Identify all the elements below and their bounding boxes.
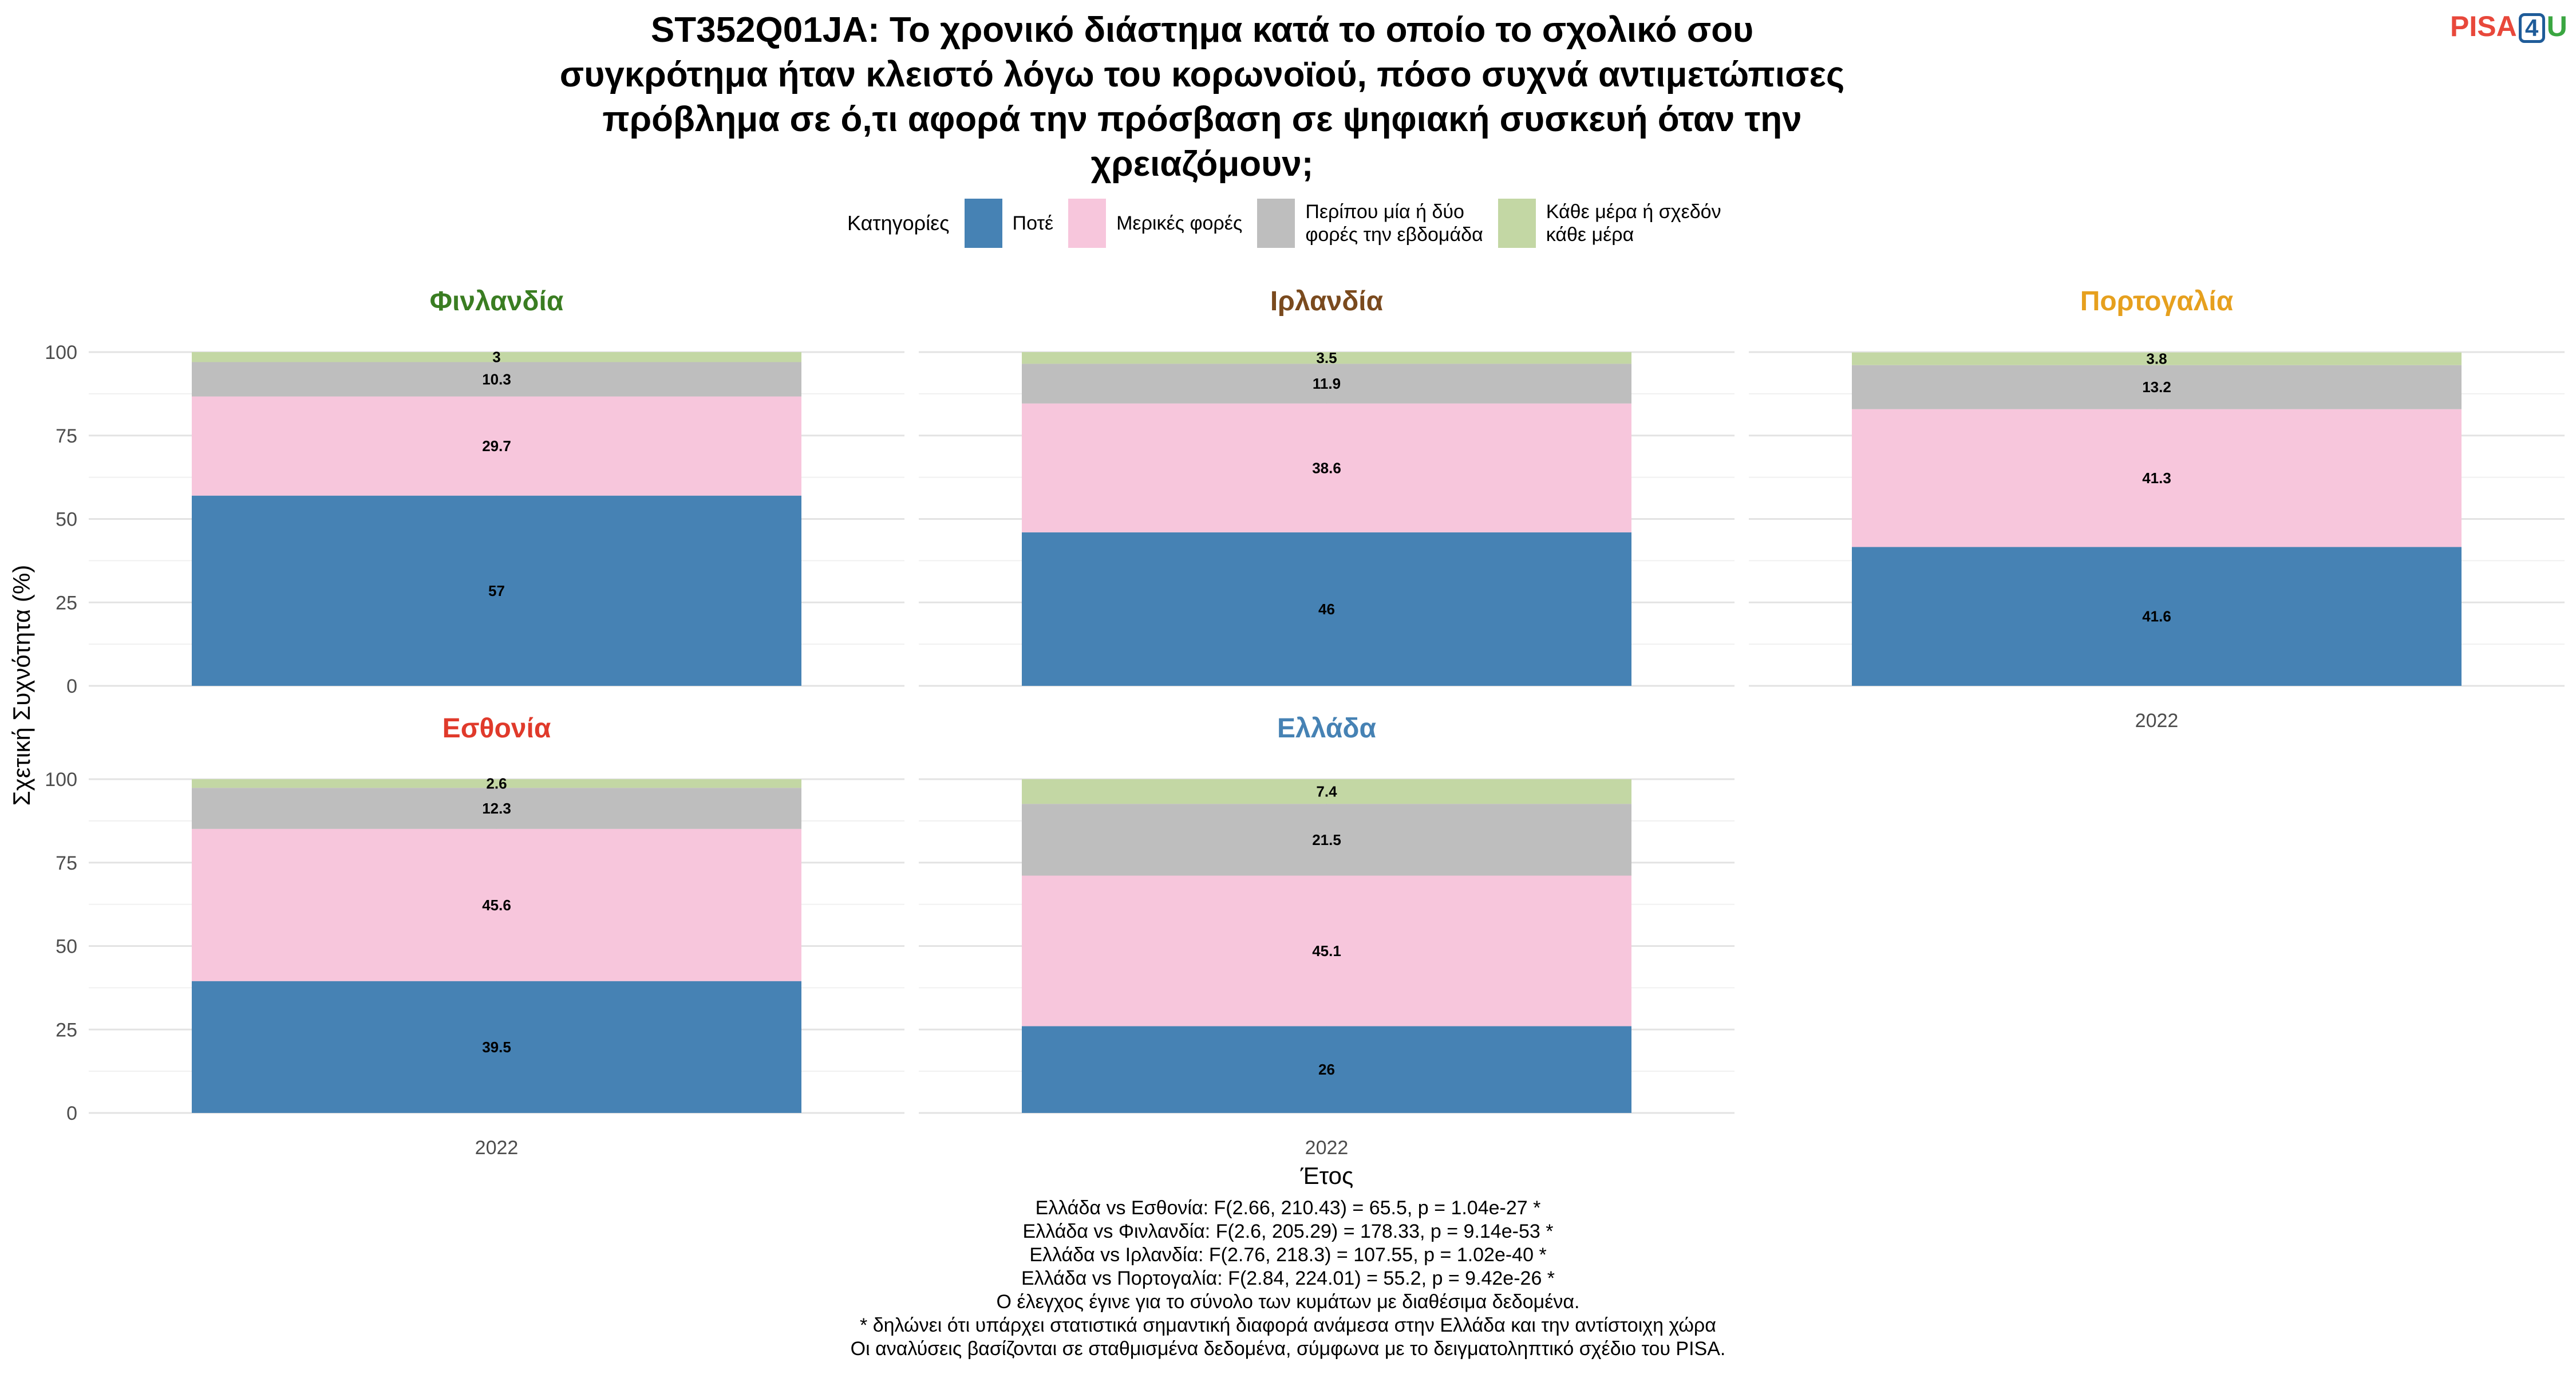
panel-title: Φινλανδία [430, 286, 564, 317]
data-label: 26 [1318, 1061, 1335, 1078]
legend-item-weekly: Περίπου μία ή δύο φορές την εβδομάδα [1257, 199, 1483, 248]
y-tick-label: 100 [45, 769, 77, 791]
legend-key-weekly [1257, 199, 1295, 248]
data-label: 3 [492, 349, 500, 366]
bar-segment-weekly [1022, 364, 1631, 404]
data-label: 21.5 [1312, 831, 1341, 848]
legend-key-never [964, 199, 1002, 248]
footnote-line: Οι αναλύσεις βασίζονται σε σταθμισμένα δ… [850, 1338, 1726, 1360]
logo-text-4: 4 [2518, 13, 2545, 43]
legend-title: Κατηγορίες [847, 211, 950, 235]
data-label: 45.1 [1312, 942, 1341, 960]
y-tick-label: 0 [66, 1103, 77, 1124]
panel-title: Εσθονία [442, 713, 551, 744]
x-tick-label: 2022 [1305, 1137, 1349, 1159]
legend-key-sometimes [1068, 199, 1107, 248]
legend-item-daily: Κάθε μέρα ή σχεδόν κάθε μέρα [1498, 199, 1721, 248]
title-line: ST352Q01JA: Το χρονικό διάστημα κατά το … [650, 10, 1754, 50]
data-label: 38.6 [1312, 459, 1341, 476]
bar-segment-weekly [192, 362, 801, 397]
legend-key-daily [1498, 199, 1536, 248]
title-line: χρειαζόμουν; [1091, 144, 1314, 184]
data-label: 2.6 [486, 775, 507, 792]
y-tick-label: 100 [45, 342, 77, 364]
data-label: 7.4 [1316, 783, 1337, 800]
y-tick-label: 25 [56, 592, 77, 614]
x-tick-label: 2022 [2135, 710, 2179, 732]
bar-segment-sometimes [1852, 409, 2462, 547]
title-line: συγκρότημα ήταν κλειστό λόγω του κορωνοϊ… [559, 55, 1845, 94]
pisa4u-logo: PISA 4 U [2450, 9, 2567, 44]
data-label: 13.2 [2142, 378, 2171, 396]
legend-label-weekly: Περίπου μία ή δύο φορές την εβδομάδα [1305, 201, 1483, 246]
legend-item-never: Ποτέ [964, 199, 1054, 248]
bar-segment-never [1022, 532, 1631, 686]
bar-segment-weekly [1022, 804, 1631, 876]
title-line: πρόβλημα σε ό,τι αφορά την πρόσβαση σε ψ… [602, 100, 1802, 139]
footnote-line: Ελλάδα vs Φινλανδία: F(2.6, 205.29) = 17… [1022, 1221, 1554, 1242]
bar-segment-sometimes [192, 396, 801, 496]
legend: Κατηγορίες Ποτέ Μερικές φορές Περίπου μί… [847, 198, 1736, 249]
bar-segment-daily [1852, 352, 2462, 365]
bar-segment-weekly [192, 788, 801, 829]
bar-segment-daily [1022, 352, 1631, 364]
bar-segment-sometimes [1022, 875, 1631, 1026]
panel-title: Ελλάδα [1277, 713, 1376, 744]
y-tick-label: 75 [56, 852, 77, 874]
footnote-line: Ελλάδα vs Πορτογαλία: F(2.84, 224.01) = … [1021, 1268, 1555, 1289]
data-label: 12.3 [482, 800, 511, 817]
bar-segment-never [1852, 547, 2462, 686]
data-label: 11.9 [1313, 375, 1341, 392]
bar-segment-never [1022, 1026, 1631, 1113]
bar-segment-daily [192, 779, 801, 788]
panel-title: Ιρλανδία [1270, 286, 1384, 317]
footnote-line: Ο έλεγχος έγινε για το σύνολο των κυμάτω… [996, 1291, 1580, 1313]
y-tick-label: 25 [56, 1019, 77, 1041]
y-tick-label: 0 [66, 676, 77, 697]
x-axis-title: Έτος [1300, 1162, 1354, 1189]
data-label: 29.7 [482, 437, 511, 455]
chart-title: ST352Q01JA: Το χρονικό διάστημα κατά το … [515, 8, 1889, 187]
legend-label-daily: Κάθε μέρα ή σχεδόν κάθε μέρα [1546, 201, 1721, 246]
footnote-line: Ελλάδα vs Ιρλανδία: F(2.76, 218.3) = 107… [1029, 1244, 1547, 1266]
logo-text-pisa: PISA [2450, 10, 2517, 42]
data-label: 41.6 [2142, 608, 2171, 625]
data-label: 3.5 [1316, 349, 1337, 366]
footnote-line: Ελλάδα vs Εσθονία: F(2.66, 210.43) = 65.… [1035, 1197, 1541, 1219]
data-label: 57 [488, 582, 505, 599]
y-tick-label: 50 [56, 509, 77, 531]
bar-segment-sometimes [1022, 403, 1631, 532]
data-label: 39.5 [482, 1039, 511, 1056]
footnotes: Ελλάδα vs Εσθονία: F(2.66, 210.43) = 65.… [687, 1197, 1889, 1361]
data-label: 45.6 [482, 897, 511, 914]
x-tick-label: 2022 [475, 1137, 519, 1159]
panel-title: Πορτογαλία [2080, 286, 2234, 317]
data-label: 41.3 [2142, 469, 2171, 487]
footnote-line: * δηλώνει ότι υπάρχει στατιστικά σημαντι… [860, 1314, 1716, 1336]
bar-segment-daily [1022, 779, 1631, 804]
bar-segment-daily [192, 352, 801, 362]
data-label: 10.3 [482, 371, 511, 388]
legend-label-sometimes: Μερικές φορές [1116, 212, 1243, 234]
data-label: 46 [1318, 601, 1335, 618]
bar-segment-never [192, 495, 801, 686]
data-label: 3.8 [2146, 350, 2167, 368]
logo-text-u: U [2546, 10, 2567, 42]
legend-item-sometimes: Μερικές φορές [1068, 199, 1242, 248]
y-tick-label: 75 [56, 425, 77, 447]
legend-label-never: Ποτέ [1012, 212, 1054, 234]
bar-segment-sometimes [192, 828, 801, 981]
bar-segment-weekly [1852, 365, 2462, 409]
bar-segment-never [192, 981, 801, 1113]
y-tick-label: 50 [56, 936, 77, 958]
y-axis-title: Σχετική Συχνότητα (%) [8, 565, 35, 806]
